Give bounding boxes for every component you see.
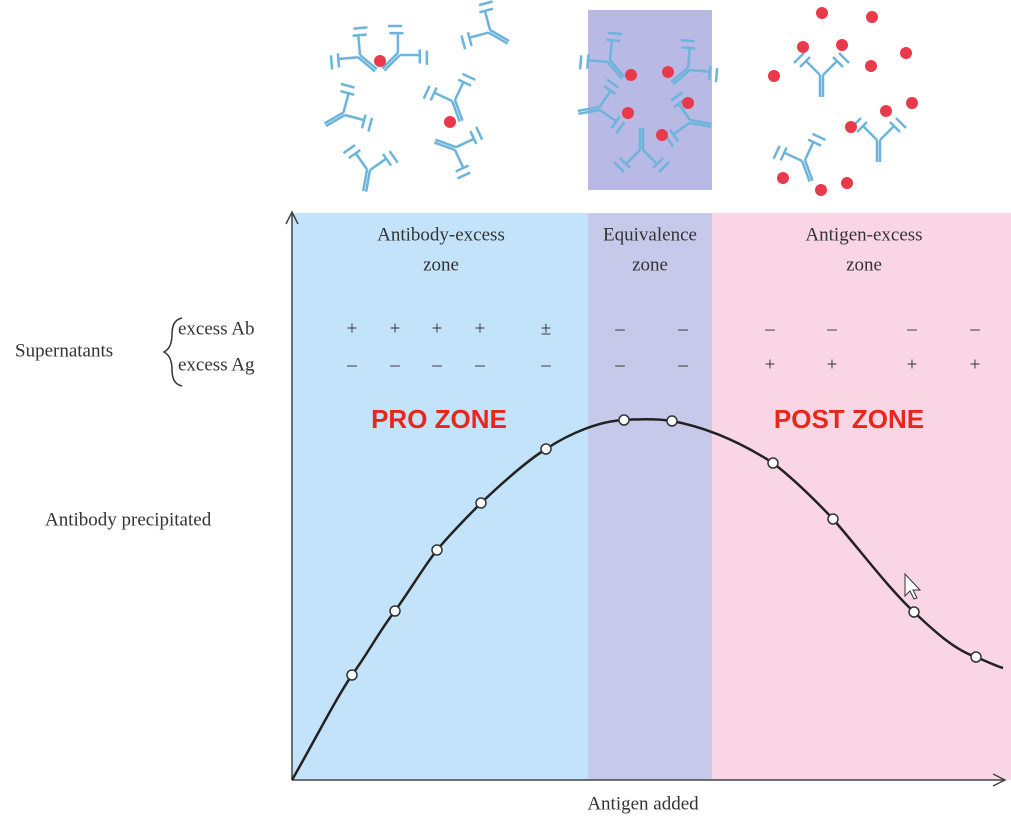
sign: – — [906, 318, 917, 339]
sign: + — [475, 318, 486, 339]
y-axis-label: Antibody precipitated — [45, 509, 212, 530]
sign: – — [474, 354, 485, 375]
sign: – — [614, 318, 625, 339]
sign: + — [432, 318, 443, 339]
illustrations — [311, 0, 918, 196]
sign: + — [765, 354, 776, 375]
sign: + — [827, 354, 838, 375]
sign: – — [540, 354, 551, 375]
sign: – — [614, 354, 625, 375]
row-label: excess Ag — [178, 354, 255, 375]
sign: – — [431, 354, 442, 375]
supernatants-label: Supernatants — [15, 340, 113, 361]
sign: – — [969, 318, 980, 339]
post-zone: POST ZONE — [774, 404, 924, 434]
sign: + — [907, 354, 918, 375]
zone-label: Antigen-excess — [805, 224, 922, 245]
sign: – — [677, 318, 688, 339]
sign: ± — [541, 318, 551, 339]
sign: – — [389, 354, 400, 375]
zone-label: zone — [423, 254, 459, 275]
sign: + — [390, 318, 401, 339]
sign: – — [826, 318, 837, 339]
zone-label: Antibody-excess — [377, 224, 505, 245]
zone-antibody-excess — [292, 213, 588, 780]
zone-label: zone — [846, 254, 882, 275]
x-axis-label: Antigen added — [587, 793, 699, 814]
sign: – — [677, 354, 688, 375]
diagram: Antibody-excess zone Equivalence zone An… — [0, 0, 1011, 820]
zone-label: Equivalence — [603, 224, 697, 245]
pro-zone: PRO ZONE — [371, 404, 507, 434]
zone-label: zone — [632, 254, 668, 275]
zone-antigen-excess — [712, 213, 1011, 780]
sign: + — [970, 354, 981, 375]
sign: – — [764, 318, 775, 339]
row-label: excess Ab — [178, 318, 255, 339]
sign: – — [346, 354, 357, 375]
sign: + — [347, 318, 358, 339]
zone-equivalence — [588, 213, 712, 780]
